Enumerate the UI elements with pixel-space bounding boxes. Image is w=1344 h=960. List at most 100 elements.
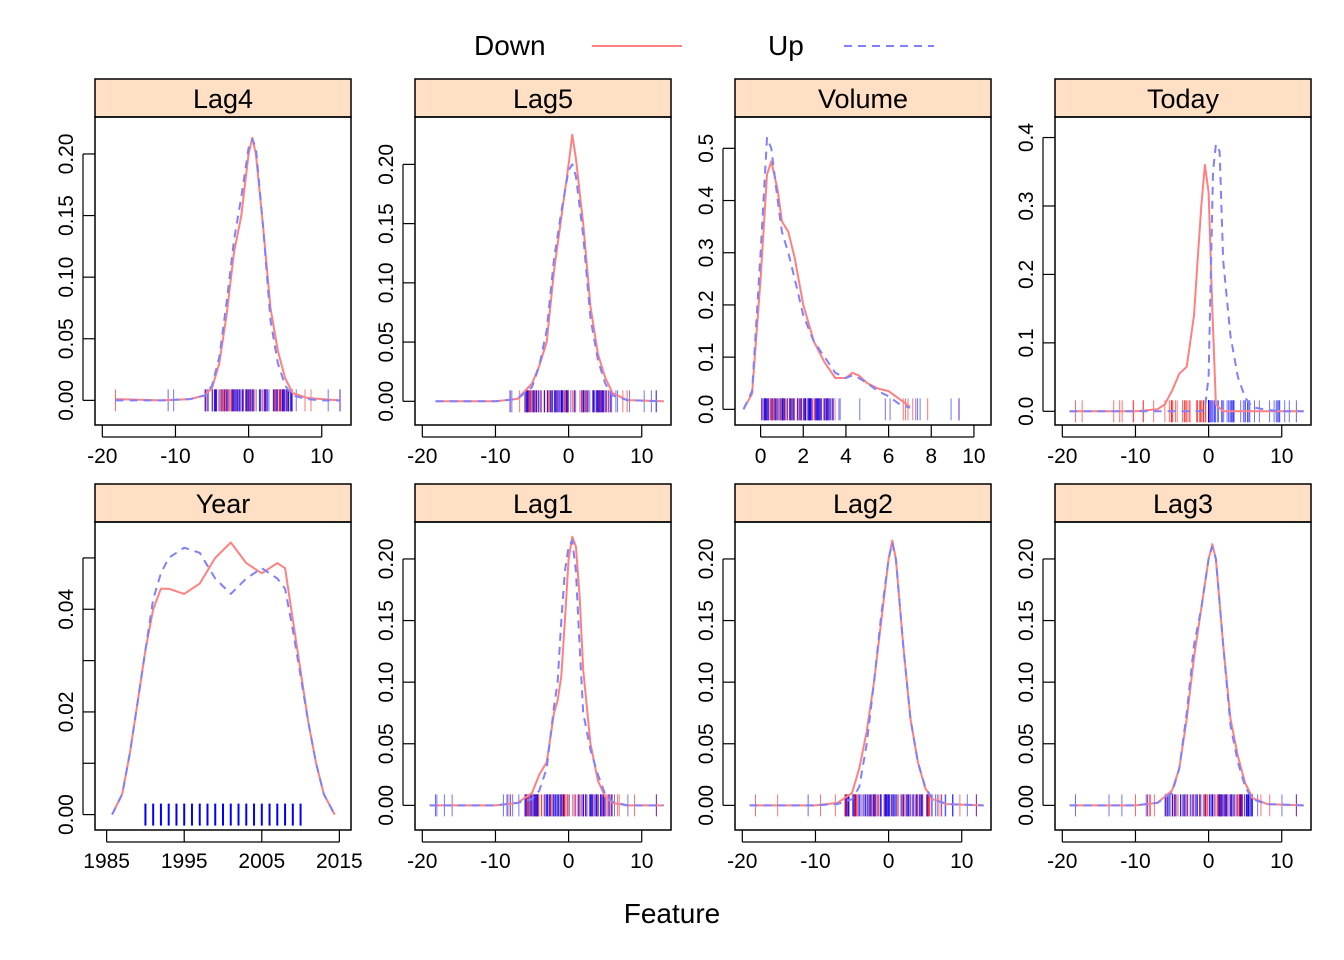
x-tick-label-lag5: -20: [407, 445, 437, 468]
x-tick-label-lag2: 0: [883, 850, 895, 873]
y-tick-label-lag3: 0.05: [1015, 723, 1038, 764]
y-tick-label-lag2: 0.05: [695, 723, 718, 764]
rug-lag1: [434, 794, 657, 817]
legend-key-down: [592, 45, 682, 47]
legend: Down Up: [470, 26, 970, 66]
y-tick-label-lag2: 0.00: [695, 785, 718, 826]
series-down-lag3: [1069, 543, 1304, 807]
x-tick-label-lag3: 10: [1270, 850, 1293, 873]
y-tick-label-lag1: 0.15: [375, 600, 398, 641]
series-up-today: [1069, 143, 1304, 413]
x-tick-label-today: -20: [1047, 445, 1077, 468]
x-tick-label-volume: 8: [925, 445, 937, 468]
y-tick-label-lag5: 0.05: [375, 322, 398, 363]
series-up-lag5: [435, 163, 664, 403]
x-tick-label-volume: 4: [840, 445, 852, 468]
x-tick-label-lag3: -10: [1120, 850, 1150, 873]
legend-key-up: [844, 45, 934, 47]
x-tick-label-lag2: -10: [800, 850, 830, 873]
series-up-year: [111, 546, 336, 816]
panel-title-today: Today: [1147, 84, 1220, 114]
x-tick-label-lag3: 0: [1203, 850, 1215, 873]
x-tick-label-lag1: -20: [407, 850, 437, 873]
y-tick-label-volume: 0.4: [695, 186, 718, 216]
panel-lag2: Lag2 -20 -10 0 10 0.00 0.05 0.10 0.15 0.20: [695, 483, 992, 873]
y-tick-label-lag4: 0.15: [55, 195, 78, 236]
panel-title-lag3: Lag3: [1153, 489, 1213, 519]
y-tick-label-lag2: 0.15: [695, 600, 718, 641]
y-tick-label-today: 0.3: [1015, 191, 1038, 220]
y-tick-label-lag2: 0.10: [695, 662, 718, 703]
x-tick-label-lag3: -20: [1047, 850, 1077, 873]
x-tick-label-year: 1995: [161, 850, 208, 873]
rug-lag2: [754, 794, 977, 817]
panel-title-volume: Volume: [818, 84, 908, 114]
series-down-lag4: [115, 136, 341, 402]
panel-title-year: Year: [196, 489, 251, 519]
strip-lag1: [414, 483, 672, 523]
y-tick-label-volume: 0.2: [695, 290, 718, 319]
x-tick-label-lag1: 0: [563, 850, 575, 873]
x-tick-label-volume: 6: [883, 445, 895, 468]
series-down-year: [111, 541, 336, 816]
rug-volume: [761, 398, 960, 421]
panel-today: Today -20 -10 0 10 0.0 0.1 0.2 0.3 0.4: [1015, 78, 1312, 468]
x-tick-label-year: 1985: [83, 850, 130, 873]
x-tick-label-lag2: -20: [727, 850, 757, 873]
y-tick-label-lag3: 0.20: [1015, 539, 1038, 580]
plot-area-volume: [734, 116, 992, 426]
x-tick-label-today: 0: [1203, 445, 1215, 468]
strip-lag4: [94, 78, 352, 118]
y-tick-label-today: 0.4: [1015, 123, 1038, 153]
rug-year: [144, 803, 302, 826]
x-tick-label-lag4: 0: [243, 445, 255, 468]
series-down-lag2: [749, 539, 984, 807]
series-down-today: [1069, 163, 1304, 413]
y-tick-label-volume: 0.5: [695, 134, 718, 163]
panel-volume: Volume 0 2 4 6 8 10 0.0 0.1 0.2 0.3 0.4 0.5: [695, 78, 992, 468]
x-tick-label-lag5: 10: [630, 445, 653, 468]
panel-title-lag5: Lag5: [513, 84, 573, 114]
y-tick-label-lag3: 0.00: [1015, 785, 1038, 826]
y-tick-label-lag3: 0.15: [1015, 600, 1038, 641]
x-tick-label-lag1: -10: [480, 850, 510, 873]
series-up-volume: [742, 136, 911, 410]
x-tick-label-lag1: 10: [630, 850, 653, 873]
x-tick-label-year: 2005: [238, 850, 285, 873]
strip-lag5: [414, 78, 672, 118]
y-tick-label-volume: 0.0: [695, 395, 718, 424]
y-tick-label-year: 0.00: [55, 794, 78, 835]
y-tick-label-lag4: 0.10: [55, 257, 78, 298]
series-up-lag3: [1069, 545, 1304, 807]
y-tick-label-volume: 0.1: [695, 343, 718, 372]
y-tick-label-lag5: 0.20: [375, 144, 398, 185]
y-tick-label-lag1: 0.00: [375, 785, 398, 826]
y-tick-label-year: 0.02: [55, 691, 78, 732]
plot-area-lag2: [734, 521, 992, 831]
y-tick-label-lag5: 0.15: [375, 203, 398, 244]
y-tick-label-volume: 0.3: [695, 238, 718, 267]
panel-lag3: Lag3 -20 -10 0 10 0.00 0.05 0.10 0.15 0.20: [1015, 483, 1312, 873]
y-tick-label-lag4: 0.05: [55, 318, 78, 359]
y-tick-label-lag1: 0.10: [375, 662, 398, 703]
strip-lag3: [1054, 483, 1312, 523]
legend-label-up: Up: [768, 30, 804, 61]
plot-area-lag1: [414, 521, 672, 831]
plot-area-year: [94, 521, 352, 831]
legend-label-down: Down: [474, 30, 546, 61]
rug-lag5: [509, 390, 657, 413]
panel-year: Year 1985 1995 2005 2015 0.00 0.02 0.04: [55, 483, 363, 873]
series-down-lag5: [435, 133, 664, 403]
plot-area-today: [1054, 116, 1312, 426]
y-tick-label-lag3: 0.10: [1015, 662, 1038, 703]
y-tick-label-lag5: 0.10: [375, 262, 398, 303]
y-tick-label-lag5: 0.00: [375, 381, 398, 422]
x-tick-label-year: 2015: [316, 850, 363, 873]
x-axis-title: Feature: [623, 898, 721, 929]
x-tick-label-lag2: 10: [950, 850, 973, 873]
x-tick-label-today: 10: [1270, 445, 1293, 468]
panel-lag5: Lag5 -20 -10 0 10 0.00 0.05 0.10 0.15 0.20: [375, 78, 672, 468]
x-tick-label-lag5: -10: [480, 445, 510, 468]
